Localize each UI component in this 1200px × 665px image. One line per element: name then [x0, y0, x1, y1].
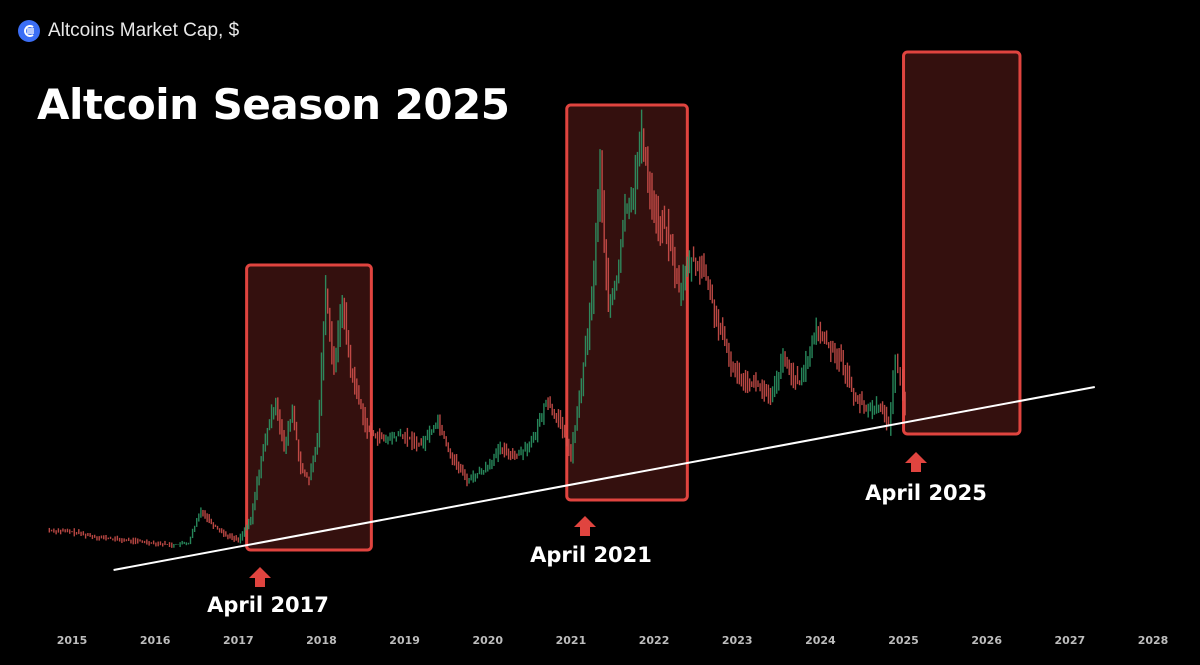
x-tick-label: 2027 — [1055, 634, 1086, 647]
header-label: Altcoins Market Cap, $ — [48, 20, 240, 41]
x-tick-label: 2022 — [639, 634, 670, 647]
x-tick-label: 2018 — [306, 634, 337, 647]
x-tick-label: 2024 — [805, 634, 836, 647]
x-tick-label: 2016 — [140, 634, 171, 647]
annotation-label-3: April 2025 — [865, 481, 987, 505]
support-trendline — [113, 386, 1095, 571]
up-arrow-icon — [249, 567, 271, 587]
x-tick-label: 2020 — [472, 634, 503, 647]
highlight-box-2 — [565, 103, 689, 502]
x-tick-label: 2015 — [57, 634, 88, 647]
x-tick-label: 2019 — [389, 634, 420, 647]
x-tick-label: 2023 — [722, 634, 753, 647]
annotation-label-1: April 2017 — [207, 593, 329, 617]
highlight-box-1 — [245, 263, 373, 552]
x-tick-label: 2017 — [223, 634, 254, 647]
up-arrow-icon — [905, 452, 927, 472]
chart-header: Altcoins Market Cap, $ — [18, 20, 239, 42]
chart-title: Altcoin Season 2025 — [37, 80, 510, 129]
x-tick-label: 2026 — [971, 634, 1002, 647]
highlight-box-3 — [902, 50, 1022, 436]
x-tick-label: 2025 — [888, 634, 919, 647]
exchange-logo-icon — [18, 20, 40, 42]
annotation-label-2: April 2021 — [530, 543, 652, 567]
x-tick-label: 2028 — [1138, 634, 1169, 647]
up-arrow-icon — [574, 516, 596, 536]
x-tick-label: 2021 — [556, 634, 587, 647]
